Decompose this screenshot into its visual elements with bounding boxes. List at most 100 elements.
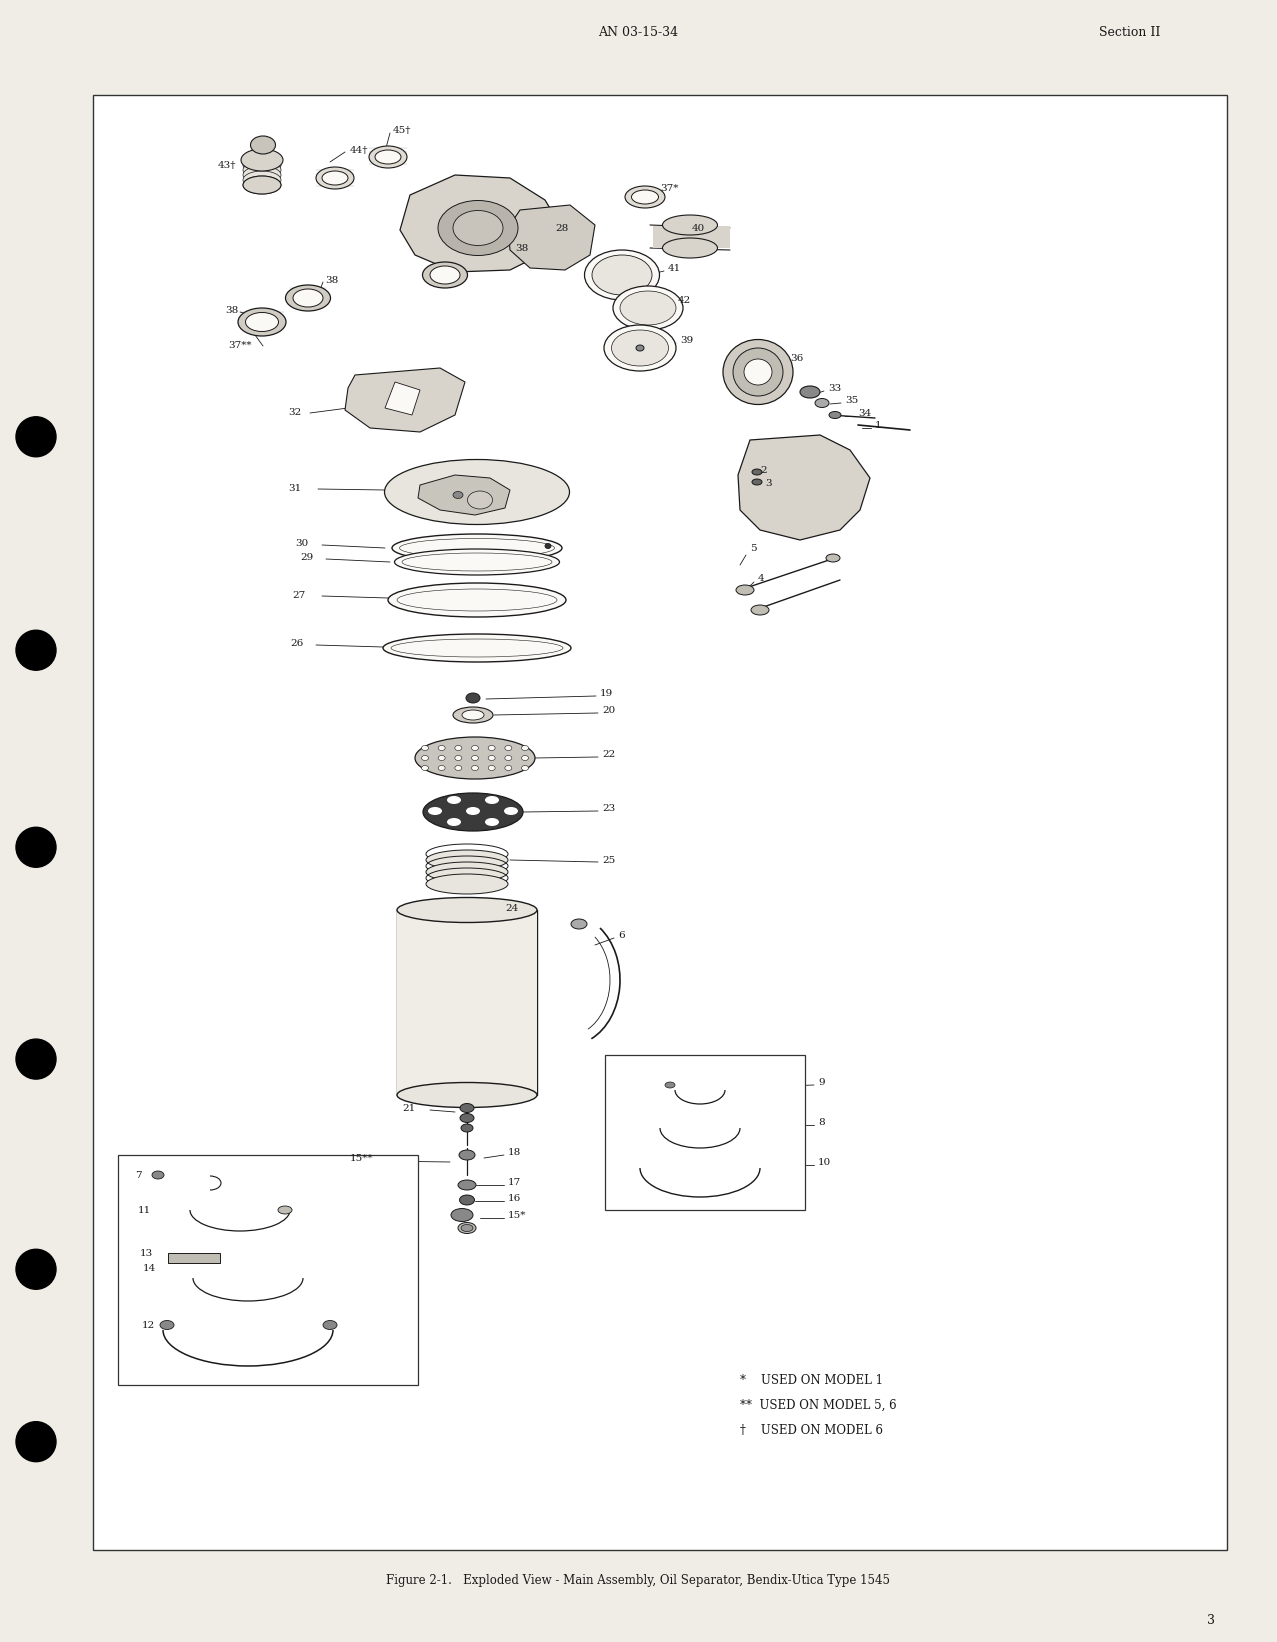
Circle shape [17,631,56,670]
Text: *    USED ON MODEL 1: * USED ON MODEL 1 [739,1373,882,1386]
Ellipse shape [752,479,762,484]
Ellipse shape [461,1125,472,1131]
Text: 39: 39 [679,335,693,345]
Ellipse shape [613,286,683,330]
Ellipse shape [369,146,407,167]
Ellipse shape [391,639,563,657]
Text: 38: 38 [515,243,529,253]
Text: 28: 28 [555,223,568,233]
Bar [93,95,1227,1550]
Ellipse shape [571,920,587,929]
Ellipse shape [636,345,644,351]
Ellipse shape [733,348,783,396]
Ellipse shape [427,874,508,893]
Polygon shape [508,205,595,269]
Ellipse shape [488,755,495,760]
Text: 25: 25 [601,855,616,864]
Text: 20: 20 [601,706,616,714]
Ellipse shape [504,745,512,750]
Text: 13: 13 [140,1248,153,1258]
Text: 9: 9 [819,1077,825,1087]
Ellipse shape [488,765,495,770]
Text: 21: 21 [402,1103,415,1113]
Text: 8: 8 [819,1118,825,1126]
Ellipse shape [624,186,665,209]
Bar [117,1154,418,1384]
Ellipse shape [245,312,278,332]
Ellipse shape [826,553,840,562]
Ellipse shape [521,765,529,770]
Text: 34: 34 [858,409,871,417]
Text: 29: 29 [300,552,313,562]
Polygon shape [738,435,870,540]
Text: 18: 18 [508,1148,521,1156]
Ellipse shape [752,470,762,475]
Ellipse shape [455,745,462,750]
Ellipse shape [612,330,668,366]
Text: 22: 22 [601,749,616,759]
Ellipse shape [438,745,446,750]
Polygon shape [384,383,420,415]
Ellipse shape [447,796,461,805]
Circle shape [17,417,56,456]
Ellipse shape [152,1171,163,1179]
Circle shape [17,828,56,867]
Ellipse shape [315,167,354,189]
Text: 32: 32 [289,407,301,417]
Ellipse shape [243,161,281,179]
Ellipse shape [736,585,753,594]
Text: 3: 3 [765,478,771,488]
Ellipse shape [286,286,331,310]
Ellipse shape [453,210,503,246]
Text: 45†: 45† [393,125,411,135]
Text: 17: 17 [508,1177,521,1187]
Ellipse shape [427,862,508,882]
Ellipse shape [744,360,773,384]
Ellipse shape [455,755,462,760]
Ellipse shape [504,765,512,770]
Ellipse shape [460,1113,474,1123]
Ellipse shape [243,171,281,189]
Ellipse shape [462,709,484,719]
Ellipse shape [504,755,512,760]
Ellipse shape [663,215,718,235]
Ellipse shape [663,238,718,258]
Ellipse shape [430,266,460,284]
Ellipse shape [292,289,323,307]
Ellipse shape [604,325,676,371]
Text: 7: 7 [135,1171,142,1179]
Ellipse shape [392,534,562,562]
Text: 19: 19 [600,688,613,698]
Ellipse shape [485,818,499,826]
Ellipse shape [415,737,535,778]
Bar [397,910,538,1095]
Ellipse shape [395,548,559,575]
Text: 4: 4 [759,573,765,583]
Ellipse shape [593,255,653,296]
Text: 5: 5 [750,544,757,552]
Ellipse shape [402,553,552,571]
Circle shape [17,1250,56,1289]
Text: 14: 14 [143,1263,156,1273]
Ellipse shape [250,136,276,154]
Ellipse shape [455,765,462,770]
Ellipse shape [243,176,281,194]
Ellipse shape [467,491,493,509]
Ellipse shape [428,806,442,814]
Ellipse shape [621,291,676,325]
Ellipse shape [397,589,557,611]
Text: †    USED ON MODEL 6: † USED ON MODEL 6 [739,1424,882,1437]
Ellipse shape [397,1082,538,1107]
Ellipse shape [458,1223,476,1233]
Ellipse shape [460,1195,475,1205]
Ellipse shape [383,634,571,662]
Text: 2: 2 [760,465,766,475]
Ellipse shape [421,745,429,750]
Ellipse shape [471,765,479,770]
Text: 10: 10 [819,1158,831,1166]
Ellipse shape [438,200,518,256]
Ellipse shape [829,412,842,419]
Text: AN 03-15-34: AN 03-15-34 [598,26,678,38]
Text: 24: 24 [504,903,518,913]
Ellipse shape [438,755,446,760]
